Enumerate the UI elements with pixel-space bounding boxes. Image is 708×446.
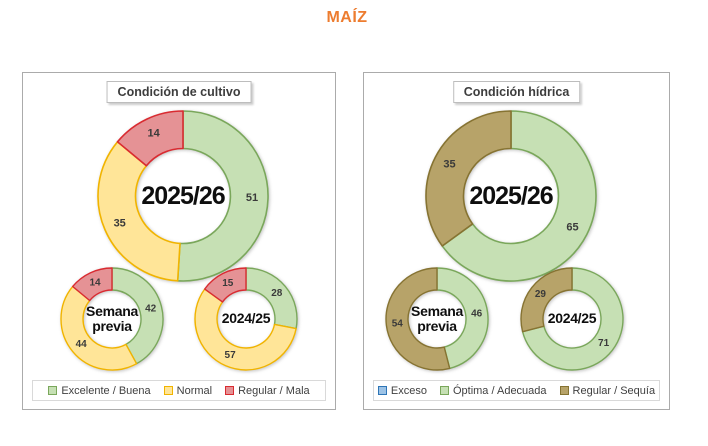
donut-chart-crop-2024-25: 28 57 15 2024/25: [192, 265, 300, 373]
segment-value-label: 57: [225, 350, 237, 361]
legend-label: Regular / Sequía: [572, 384, 656, 397]
donut-segment-excelente-buena: [176, 110, 269, 282]
legend-label: Exceso: [390, 384, 427, 397]
segment-value-label: 51: [246, 192, 258, 204]
donut-svg: 42 44 14: [60, 267, 164, 371]
donut-chart-water-2025-26: 65 35 2025/26: [419, 104, 603, 288]
legend-item-regular-sequi-a: Regular / Sequía: [559, 384, 656, 397]
donut-svg: 46 54: [385, 267, 489, 371]
donut-segment-o-ptima-adecuada: [436, 267, 489, 370]
legend-item-exceso: Exceso: [377, 384, 427, 397]
donut-chart-crop-2025-26: 51 35 14 2025/26: [91, 104, 275, 288]
donut-chart-crop-semana-previa: 42 44 14 Semana previa: [58, 265, 166, 373]
crop-condition-legend: Excelente / Buena Normal Regular / Mala: [32, 380, 326, 401]
page-title: MAÍZ: [326, 9, 368, 26]
segment-value-label: 54: [392, 319, 404, 330]
water-condition-legend: Exceso Óptima / Adecuada Regular / Sequía: [373, 380, 660, 401]
legend-swatch-normal: [163, 386, 173, 395]
segment-value-label: 15: [222, 278, 234, 289]
donut-svg: 28 57 15: [194, 267, 298, 371]
segment-value-label: 35: [443, 159, 455, 171]
segment-value-label: 71: [598, 338, 610, 349]
legend-label: Normal: [176, 384, 213, 397]
legend-label: Regular / Mala: [238, 384, 310, 397]
legend-item-o-ptima-adecuada: Óptima / Adecuada: [439, 384, 547, 397]
donut-segment-regular-sequi-a: [385, 267, 451, 371]
legend-label: Excelente / Buena: [61, 384, 151, 397]
donut-segment-regular-mala: [204, 267, 247, 303]
donut-svg: 51 35 14: [97, 110, 269, 282]
legend-swatch-regular-mala: [225, 386, 235, 395]
donut-chart-water-2024-25: 71 29 2024/25: [518, 265, 626, 373]
segment-value-label: 14: [89, 277, 101, 288]
segment-value-label: 42: [145, 304, 157, 315]
donut-segment-normal: [97, 141, 181, 282]
donut-segment-regular-sequi-a: [520, 267, 573, 333]
crop-condition-panel-title: Condición de cultivo: [106, 81, 252, 103]
segment-value-label: 65: [566, 221, 578, 233]
crop-condition-panel: Condición de cultivo 51 35 14 2025/26 42 44 1…: [22, 72, 336, 410]
legend-swatch-regular-sequi-a: [559, 386, 569, 395]
legend-item-excelente-buena: Excelente / Buena: [48, 384, 151, 397]
legend-label: Óptima / Adecuada: [452, 384, 547, 397]
donut-segment-normal: [194, 288, 297, 371]
donut-svg: 65 35: [425, 110, 597, 282]
donut-segment-regular-mala: [116, 110, 184, 167]
segment-value-label: 14: [147, 128, 160, 140]
segment-value-label: 35: [114, 217, 126, 229]
segment-value-label: 29: [535, 289, 547, 300]
donut-segment-regular-mala: [72, 267, 113, 302]
legend-item-normal: Normal: [163, 384, 213, 397]
segment-value-label: 28: [271, 288, 283, 299]
donut-segment-o-ptima-adecuada: [441, 110, 597, 282]
donut-segment-o-ptima-adecuada: [521, 267, 624, 371]
water-condition-panel: Condición hídrica 65 35 2025/26 46 54 Semana…: [363, 72, 670, 410]
legend-item-regular-mala: Regular / Mala: [225, 385, 310, 397]
donut-svg: 71 29: [520, 267, 624, 371]
donut-chart-water-semana-previa: 46 54 Semana previa: [383, 265, 491, 373]
donut-segment-normal: [60, 285, 138, 371]
water-condition-panel-title: Condición hídrica: [452, 81, 581, 103]
segment-value-label: 44: [76, 339, 88, 350]
legend-swatch-excelente-buena: [48, 386, 58, 395]
legend-swatch-o-ptima-adecuada: [439, 386, 449, 395]
donut-segment-excelente-buena: [111, 267, 164, 365]
segment-value-label: 46: [471, 309, 483, 320]
donut-segment-regular-sequi-a: [425, 110, 512, 247]
legend-swatch-exceso: [377, 386, 387, 395]
